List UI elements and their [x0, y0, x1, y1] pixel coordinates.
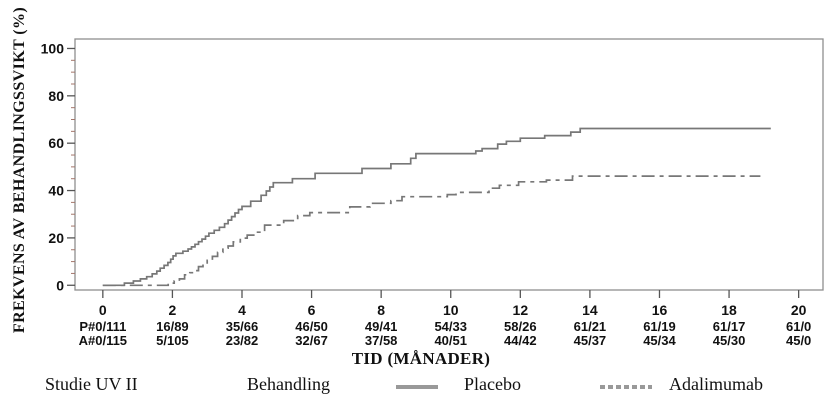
placebo-curve: [102, 127, 771, 287]
x-tick-label: 6: [308, 302, 316, 318]
risk-value-placebo: 61/21: [574, 319, 607, 334]
x-tick-label: 8: [377, 302, 385, 318]
legend-label-placebo: Placebo: [464, 374, 521, 394]
risk-value-adalimumab: 23/82: [226, 333, 259, 348]
y-tick-label: 100: [41, 40, 65, 56]
plot-area-border: [74, 38, 824, 291]
risk-value-adalimumab: 5/105: [156, 333, 189, 348]
x-tick-label: 20: [791, 302, 807, 318]
x-tick-label: 12: [513, 302, 529, 318]
risk-value-placebo: 58/26: [504, 319, 537, 334]
x-tick-label: 14: [582, 302, 598, 318]
study-label: Studie UV II: [45, 374, 138, 394]
risk-value-adalimumab: 44/42: [504, 333, 537, 348]
risk-value-adalimumab: 45/30: [713, 333, 746, 348]
y-tick-label: 40: [48, 183, 64, 199]
y-tick-label: 80: [48, 88, 64, 104]
risk-value-adalimumab: A#0/115: [79, 333, 127, 348]
legend-label-adalimumab: Adalimumab: [669, 374, 763, 394]
y-tick-label: 0: [56, 277, 64, 293]
risk-value-placebo: 61/0: [786, 319, 811, 334]
risk-value-adalimumab: 45/0: [786, 333, 811, 348]
risk-value-adalimumab: 40/51: [434, 333, 467, 348]
x-tick-label: 10: [443, 302, 459, 318]
x-tick-label: 18: [721, 302, 737, 318]
risk-value-adalimumab: 37/58: [365, 333, 398, 348]
legend-title: Behandling: [247, 374, 330, 394]
risk-value-placebo: P#0/111: [79, 319, 126, 334]
x-axis-title: TID (MÅNADER): [351, 349, 491, 368]
risk-value-placebo: 35/66: [226, 319, 259, 334]
y-axis-title: FREKVENS AV BEHANDLINGSSVIKT (%): [11, 6, 28, 334]
y-tick-label: 20: [48, 230, 64, 246]
adalimumab-line-swatch: [600, 385, 652, 389]
adalimumab-curve: [102, 175, 761, 287]
risk-value-placebo: 16/89: [156, 319, 189, 334]
x-tick-label: 2: [169, 302, 177, 318]
risk-value-placebo: 54/33: [434, 319, 467, 334]
x-tick-label: 0: [99, 302, 107, 318]
risk-value-placebo: 46/50: [295, 319, 328, 334]
risk-value-placebo: 49/41: [365, 319, 398, 334]
risk-value-adalimumab: 32/67: [295, 333, 328, 348]
legend: Studie UV II Behandling Placebo Adalimum…: [0, 0, 838, 394]
risk-value-adalimumab: 45/37: [574, 333, 607, 348]
risk-value-placebo: 61/17: [713, 319, 746, 334]
x-tick-label: 4: [238, 302, 246, 318]
risk-value-adalimumab: 45/34: [643, 333, 676, 348]
placebo-line-swatch: [396, 385, 438, 389]
risk-value-placebo: 61/19: [643, 319, 676, 334]
y-tick-label: 60: [48, 135, 64, 151]
x-tick-label: 16: [652, 302, 668, 318]
